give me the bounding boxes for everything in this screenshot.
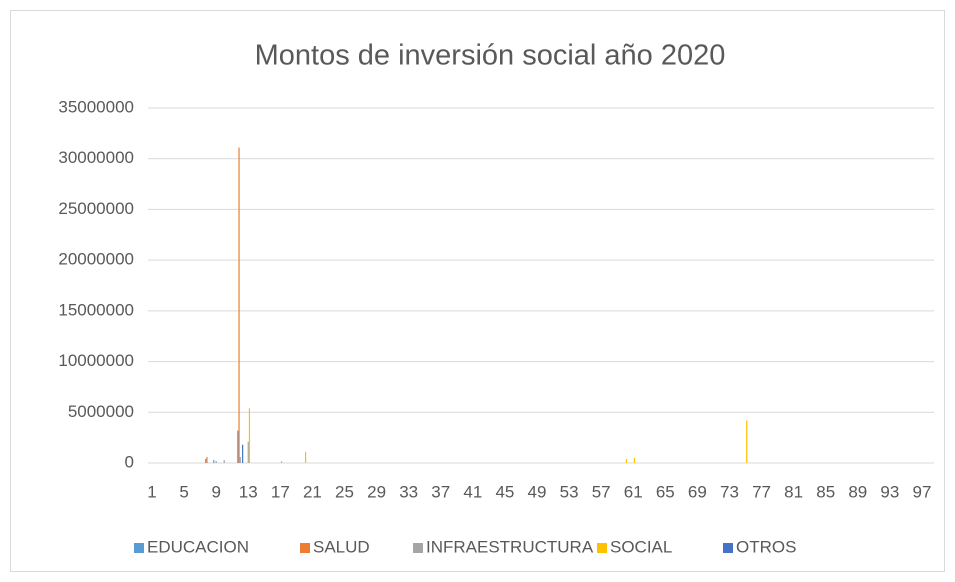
y-tick-label: 0	[125, 452, 134, 471]
chart-title: Montos de inversión social año 2020	[255, 40, 726, 72]
legend-swatch	[300, 543, 310, 553]
x-tick-label: 65	[656, 482, 675, 501]
x-tick-label: 89	[848, 482, 867, 501]
x-tick-label: 33	[399, 482, 418, 501]
x-tick-label: 17	[271, 482, 290, 501]
x-tick-label: 25	[335, 482, 354, 501]
bar	[206, 456, 208, 463]
bar	[215, 460, 217, 463]
bar	[242, 444, 244, 463]
x-tick-label: 1	[147, 482, 156, 501]
x-tick-label: 21	[303, 482, 322, 501]
legend-label: OTROS	[736, 537, 796, 556]
x-tick-label: 69	[688, 482, 707, 501]
bar	[304, 451, 307, 463]
x-tick-label: 53	[560, 482, 579, 501]
x-tick-label: 37	[431, 482, 450, 501]
x-tick-label: 45	[495, 482, 514, 501]
bar	[746, 420, 748, 463]
x-tick-label: 29	[367, 482, 386, 501]
bar	[239, 456, 241, 463]
x-tick-label: 81	[784, 482, 803, 501]
x-tick-label: 41	[463, 482, 482, 501]
bar	[238, 147, 240, 464]
legend-label: EDUCACION	[147, 537, 249, 556]
y-tick-label: 30000000	[58, 148, 134, 167]
x-tick-label: 93	[880, 482, 899, 501]
y-tick-label: 35000000	[58, 97, 134, 116]
x-tick-label: 61	[624, 482, 643, 501]
bar	[205, 458, 207, 463]
x-tick-label: 73	[720, 482, 739, 501]
legend-label: SALUD	[313, 537, 370, 556]
x-tick-label: 9	[211, 482, 220, 501]
y-tick-label: 10000000	[58, 351, 134, 370]
x-tick-label: 85	[816, 482, 835, 501]
x-tick-label: 13	[239, 482, 258, 501]
legend-label: INFRAESTRUCTURA	[426, 537, 594, 556]
y-tick-label: 20000000	[58, 250, 134, 269]
bar	[625, 458, 628, 463]
legend-swatch	[134, 543, 144, 553]
legend-swatch	[723, 543, 733, 553]
x-tick-label: 97	[913, 482, 932, 501]
bar	[223, 459, 225, 463]
bar	[237, 430, 239, 463]
y-tick-label: 25000000	[58, 199, 134, 218]
bar	[247, 441, 249, 463]
bar	[213, 459, 215, 463]
y-tick-label: 15000000	[58, 300, 134, 319]
x-tick-label: 49	[528, 482, 547, 501]
legend-swatch	[597, 543, 607, 553]
bar	[280, 460, 283, 463]
bar	[248, 408, 251, 463]
legend-swatch	[413, 543, 423, 553]
x-tick-label: 77	[752, 482, 771, 501]
x-tick-label: 57	[592, 482, 611, 501]
y-tick-label: 5000000	[68, 402, 134, 421]
x-tick-label: 5	[179, 482, 188, 501]
legend-label: SOCIAL	[610, 537, 672, 556]
bar	[633, 457, 636, 463]
chart-border	[10, 10, 945, 572]
